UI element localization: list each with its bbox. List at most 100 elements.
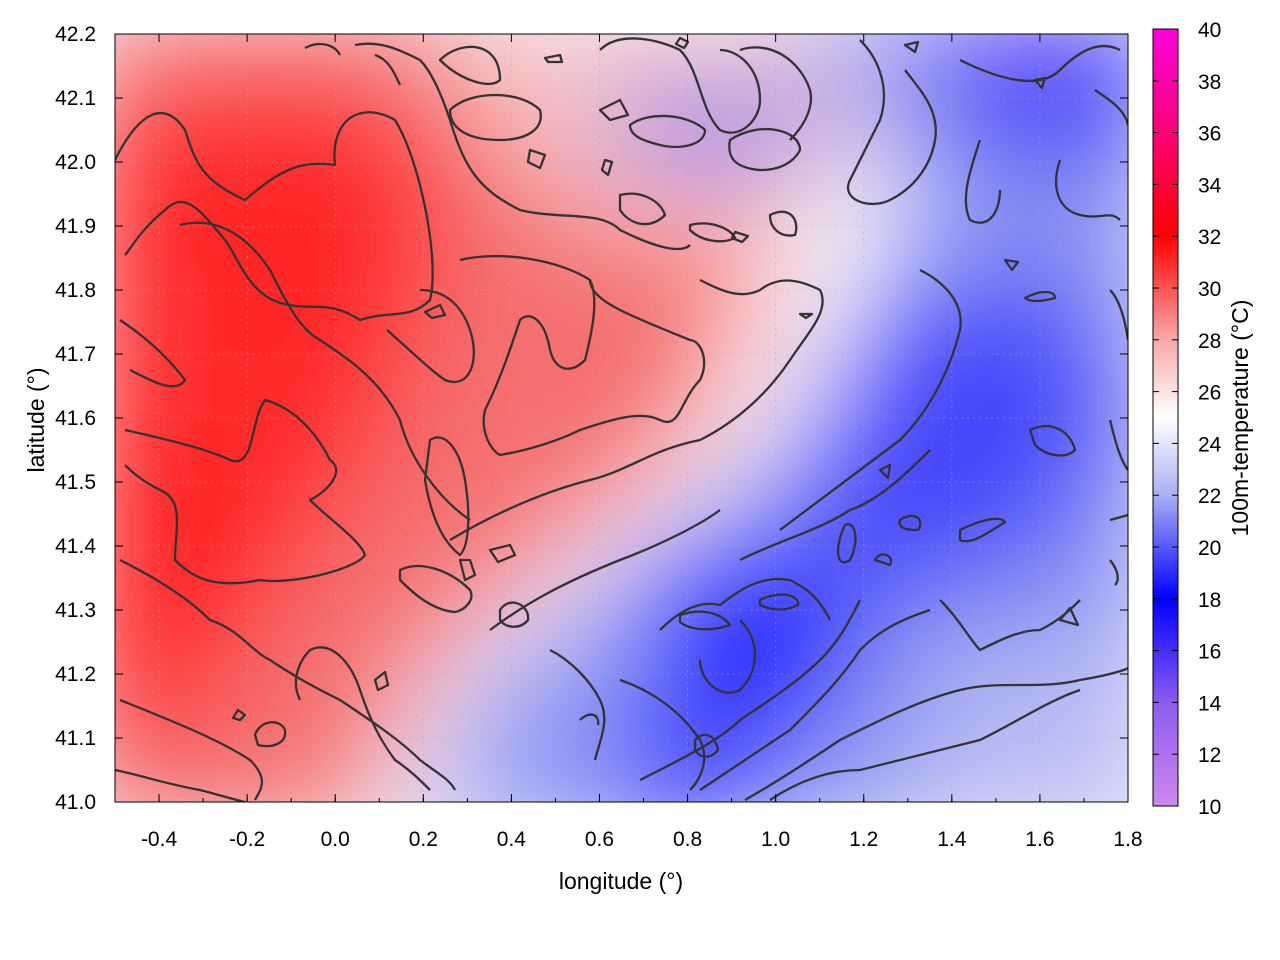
contour-line <box>498 601 530 628</box>
contour-line <box>354 42 691 251</box>
contour-line <box>618 192 667 226</box>
y-tick-label: 41.1 <box>55 727 96 750</box>
x-tick-label: 0.6 <box>585 828 614 851</box>
contour-line <box>119 698 264 801</box>
contour-line <box>873 553 893 567</box>
contour-line <box>231 708 247 722</box>
contour-line <box>1028 425 1077 457</box>
contour-line <box>449 278 824 541</box>
contour-line <box>730 230 750 244</box>
colorbar-tick-label: 20 <box>1198 537 1221 560</box>
contour-line <box>678 610 732 631</box>
contour-line <box>438 45 502 85</box>
x-tick-label: 0.0 <box>321 828 350 851</box>
contour-line <box>304 42 342 56</box>
contour-line <box>599 37 762 134</box>
contour-line <box>1109 513 1128 522</box>
contour-line <box>1094 89 1128 126</box>
contour-line <box>693 733 720 758</box>
y-tick-label: 42.0 <box>55 151 96 174</box>
temperature-contours <box>115 36 1128 802</box>
contour-line <box>1108 419 1128 471</box>
contour-line <box>119 558 457 791</box>
contour-line <box>459 254 706 457</box>
y-tick-label: 41.7 <box>55 343 96 366</box>
colorbar-tick-label: 24 <box>1198 433 1222 456</box>
colorbar-tick-label: 40 <box>1198 19 1221 42</box>
x-tick-label: 1.2 <box>849 828 878 851</box>
contour-line <box>739 46 813 141</box>
contour-line <box>628 114 707 149</box>
contour-line <box>1055 159 1121 221</box>
contour-line <box>1109 559 1119 586</box>
colorbar-tick-label: 16 <box>1198 641 1221 664</box>
y-tick-label: 41.3 <box>55 599 96 622</box>
colorbar-tick-label: 22 <box>1198 485 1221 508</box>
x-tick-label: -0.2 <box>229 828 265 851</box>
contour-line <box>448 93 542 142</box>
contour-line <box>699 608 931 791</box>
contour-line <box>423 436 470 557</box>
x-tick-label: 1.6 <box>1025 828 1054 851</box>
colorbar-label: 100m-temperature (°C) <box>1227 300 1253 537</box>
x-tick-label: 1.0 <box>761 828 790 851</box>
y-tick-label: 42.1 <box>55 87 96 110</box>
contour-line <box>1003 258 1020 272</box>
contour-line <box>600 158 614 177</box>
contour-line <box>619 678 706 791</box>
colorbar-tick-label: 12 <box>1198 744 1221 767</box>
x-axis-label: longitude (°) <box>559 868 683 894</box>
contour-line <box>758 593 800 611</box>
x-tick-label: 1.8 <box>1113 828 1142 851</box>
contour-line <box>779 268 962 531</box>
colorbar-tick-label: 26 <box>1198 382 1221 405</box>
contour-line <box>659 577 832 631</box>
contour-line <box>374 53 402 86</box>
heatmap-field <box>115 34 1128 802</box>
contour-line <box>674 36 690 50</box>
colorbar-tick-label: 30 <box>1198 278 1221 301</box>
contour-line <box>698 619 757 694</box>
axis-tick-marks <box>114 33 1129 803</box>
x-tick-label: 0.8 <box>673 828 702 851</box>
x-tick-label: -0.4 <box>141 828 178 851</box>
contour-line <box>119 319 187 388</box>
contour-line <box>253 721 287 748</box>
contour-line <box>579 713 600 726</box>
contour-line <box>124 398 367 585</box>
contour-line <box>898 514 922 532</box>
contour-line <box>798 312 814 320</box>
y-tick-label: 41.8 <box>55 279 96 302</box>
colorbar-tick-label: 14 <box>1198 692 1222 715</box>
contour-line <box>179 221 471 521</box>
contour-line <box>639 599 862 782</box>
contour-line <box>543 53 564 64</box>
colorbar-tick-label: 36 <box>1198 123 1221 146</box>
x-tick-label: 1.4 <box>937 828 967 851</box>
contour-line <box>526 148 547 170</box>
y-tick-label: 41.6 <box>55 407 96 430</box>
colorbar-tick-label: 18 <box>1198 589 1221 612</box>
colorbar-tick-label: 28 <box>1198 330 1221 353</box>
colorbar <box>1152 28 1179 807</box>
contour-line <box>458 558 477 582</box>
contour-line <box>115 111 434 322</box>
contour-line <box>386 288 475 383</box>
contour-line <box>958 517 1007 543</box>
contour-line <box>598 98 630 122</box>
y-tick-label: 41.4 <box>55 535 96 558</box>
colorbar-tick-label: 38 <box>1198 71 1221 94</box>
colorbar-tick-label: 34 <box>1198 174 1222 197</box>
colorbar-tick-label: 10 <box>1198 796 1221 819</box>
contour-line <box>959 45 1121 83</box>
y-tick-label: 41.0 <box>55 791 96 814</box>
contour-line <box>903 40 920 54</box>
y-tick-label: 42.2 <box>55 23 96 46</box>
contour-line <box>744 666 1128 801</box>
contour-line <box>294 646 431 791</box>
contour-line <box>549 648 606 761</box>
contour-line <box>115 768 246 802</box>
contour-line <box>878 463 892 480</box>
contour-line <box>846 39 937 205</box>
